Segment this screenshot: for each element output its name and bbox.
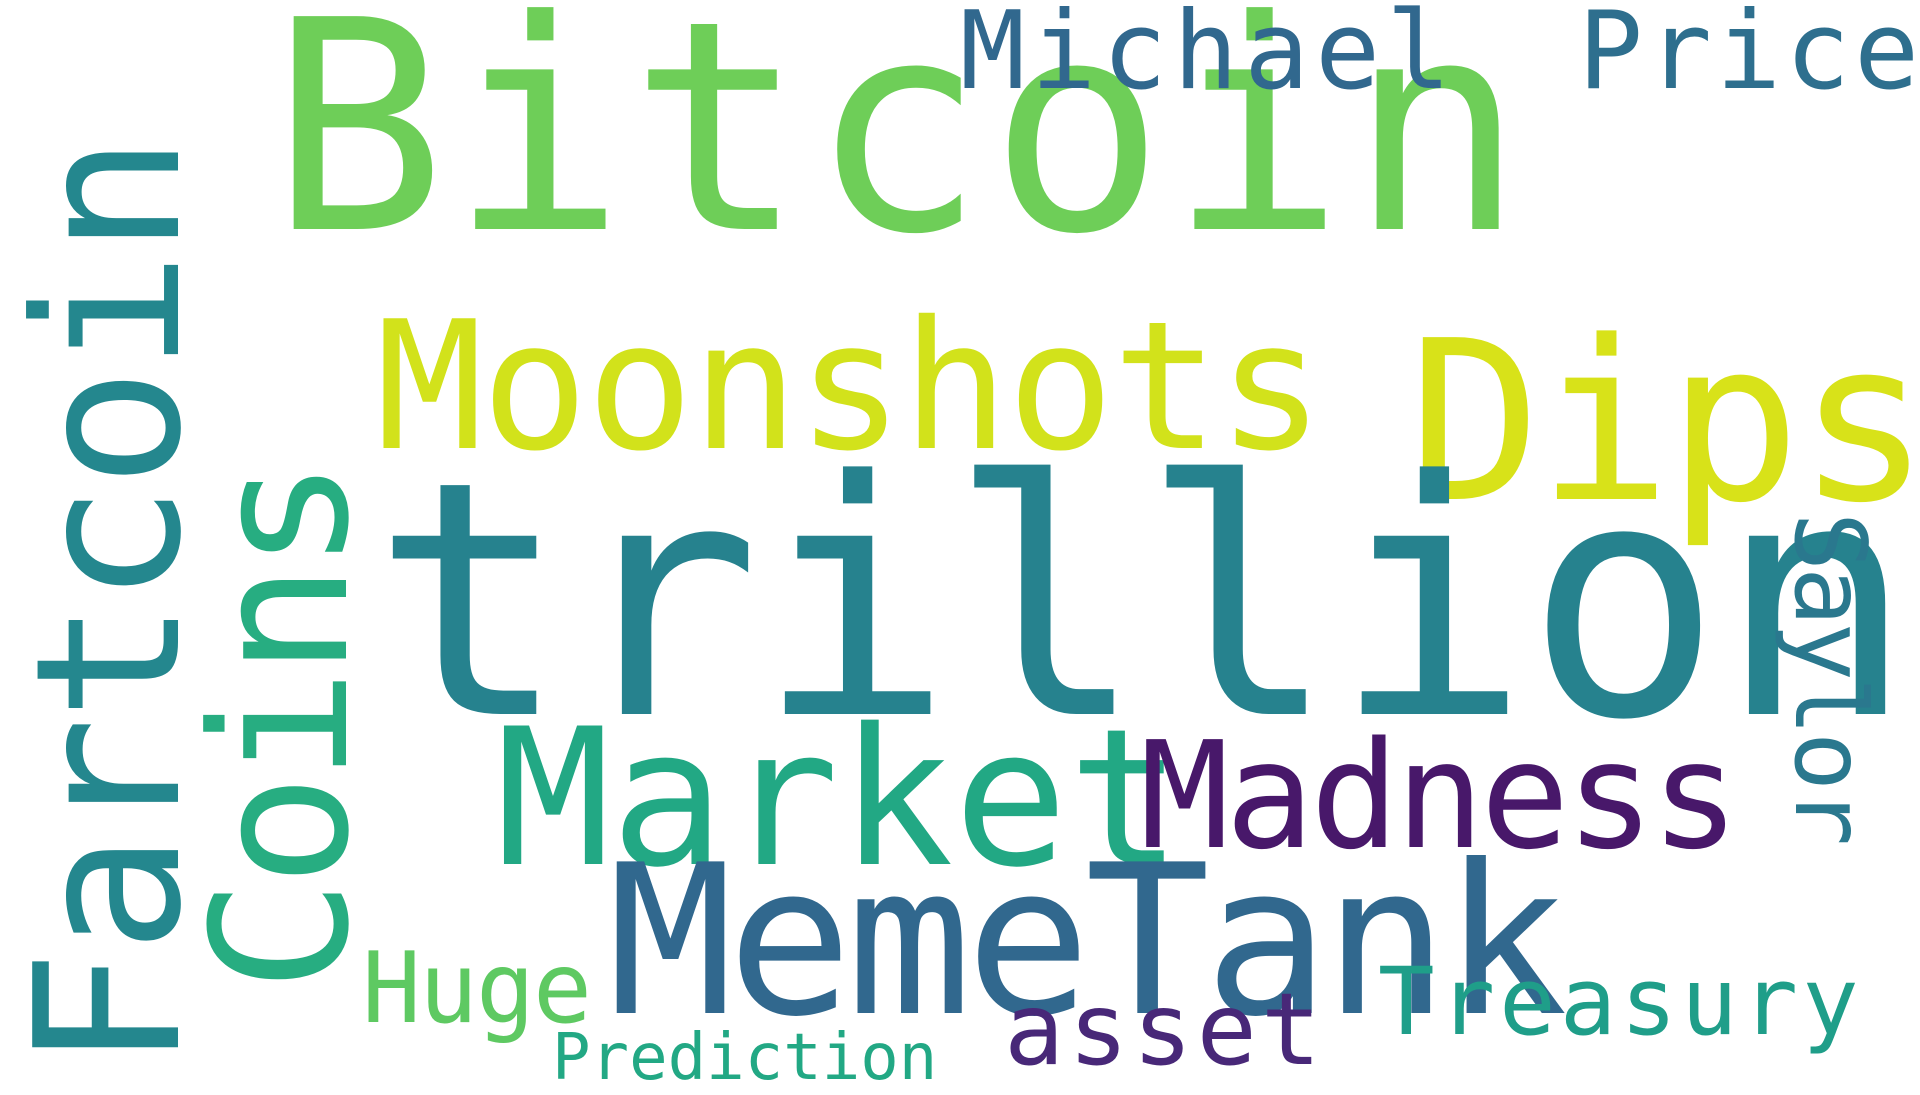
word-memetank: MemeTank: [608, 821, 1568, 1063]
word-price: Price: [1578, 0, 1920, 114]
word-market: Market: [496, 688, 1183, 909]
word-dips: Dips: [1408, 294, 1920, 552]
word-moonshots: Moonshots: [376, 283, 1324, 490]
word-prediction: Prediction: [552, 1021, 938, 1095]
word-coins: Coins: [172, 466, 391, 992]
word-huge: Huge: [362, 932, 592, 1046]
word-michael: Michael: [960, 0, 1458, 114]
word-trillion: trillion: [372, 411, 1914, 791]
word-saylor: Saylor: [1772, 512, 1886, 843]
word-treasury: Treasury: [1378, 948, 1863, 1057]
word-bitcoin: Bitcoin: [270, 0, 1529, 298]
word-madness: Madness: [1140, 710, 1740, 882]
word-asset: asset: [1004, 971, 1326, 1088]
